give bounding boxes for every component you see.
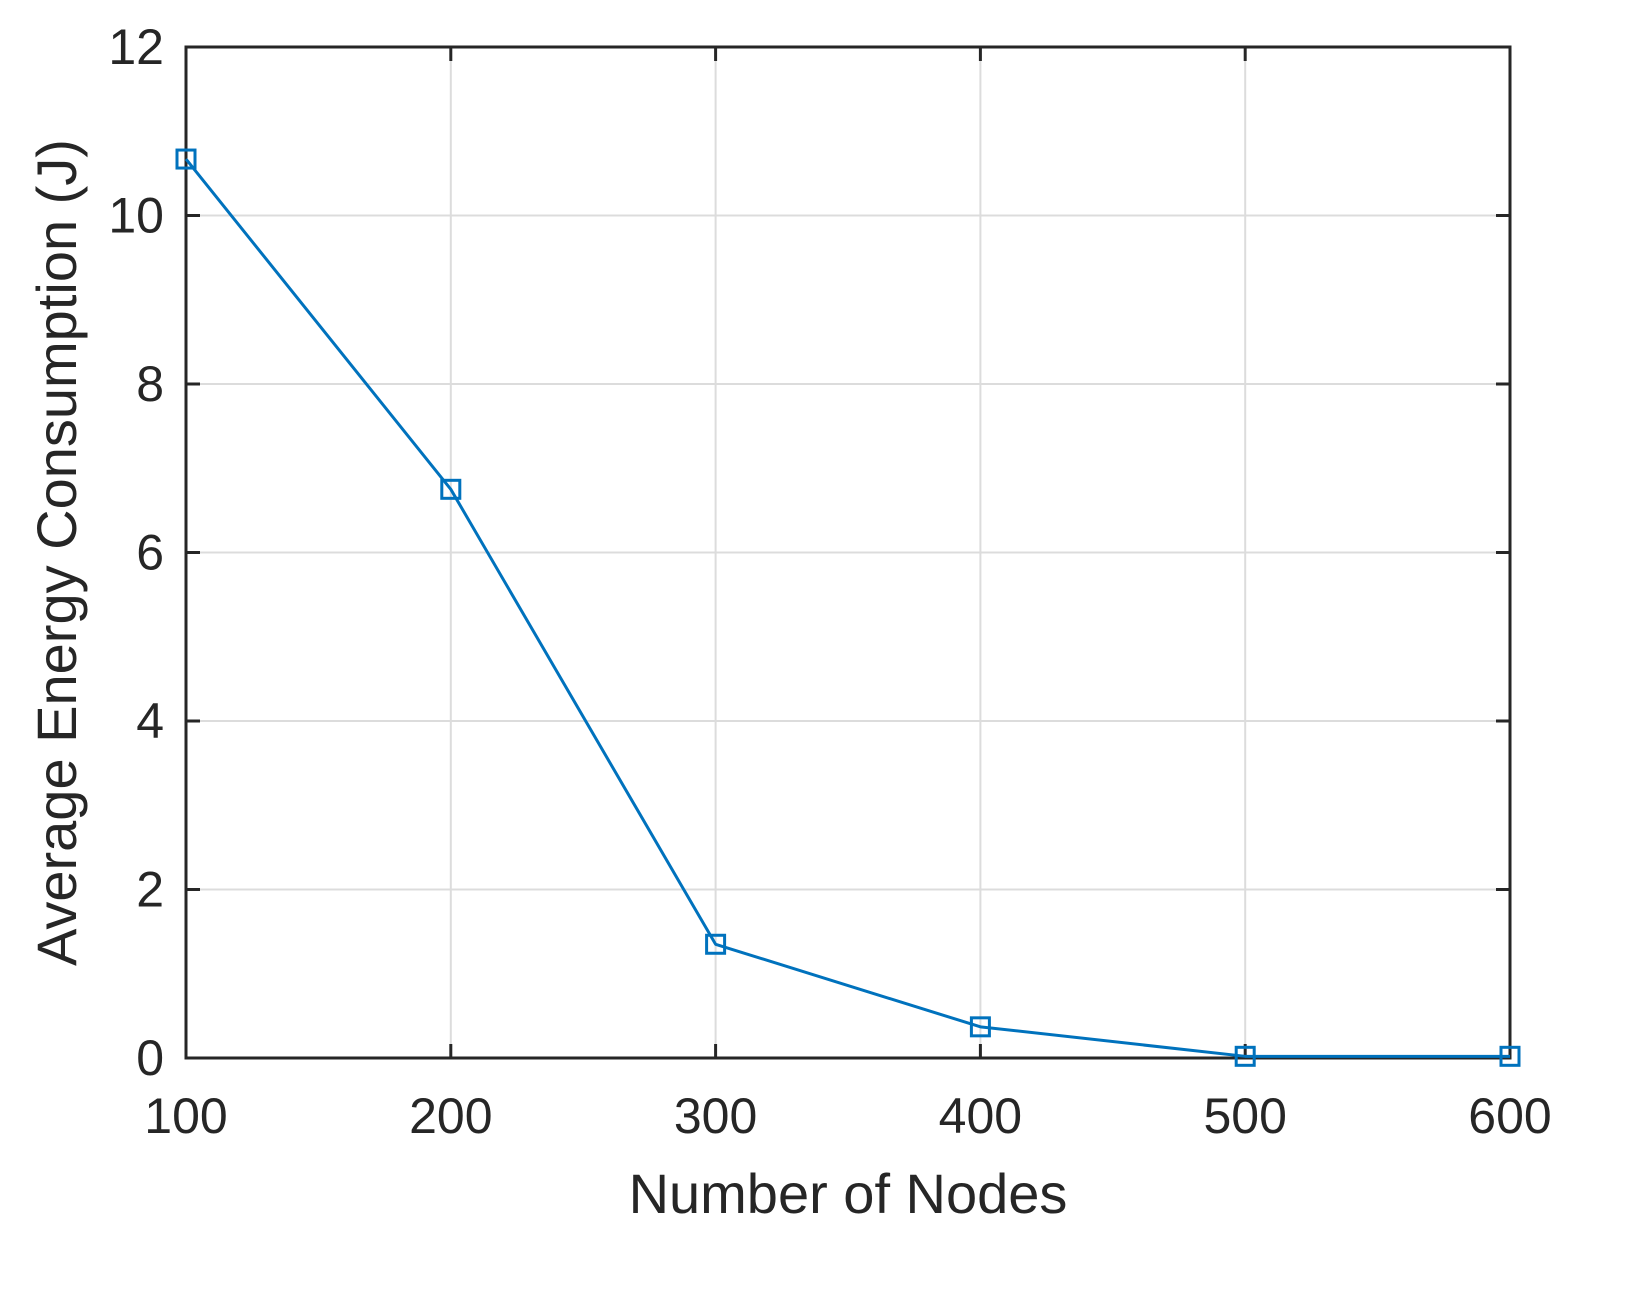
x-axis-title: Number of Nodes (629, 1162, 1068, 1225)
y-tick-label: 10 (108, 188, 164, 244)
data-point-marker (1499, 1045, 1521, 1067)
x-tick-labels: 100 200 300 400 500 600 (144, 1088, 1551, 1144)
x-tick-label: 600 (1468, 1088, 1551, 1144)
x-tick-label: 100 (144, 1088, 227, 1144)
y-tick-label: 4 (136, 693, 164, 749)
data-point-marker (705, 933, 727, 955)
data-point-marker (440, 478, 462, 500)
y-tick-labels: 0 2 4 6 8 10 12 (108, 19, 164, 1086)
y-axis-title: Average Energy Consumption (J) (25, 139, 88, 966)
x-tick-label: 200 (409, 1088, 492, 1144)
data-point-marker (969, 1016, 991, 1038)
plot-frame (184, 45, 1512, 1060)
y-tick-label: 2 (136, 862, 164, 918)
x-tick-label: 300 (674, 1088, 757, 1144)
y-tick-label: 12 (108, 19, 164, 75)
y-tick-label: 8 (136, 356, 164, 412)
data-point-marker (1234, 1045, 1256, 1067)
y-tick-label: 6 (136, 525, 164, 581)
series-line (184, 158, 1510, 1058)
x-tick-label: 500 (1203, 1088, 1286, 1144)
data-point-marker (175, 148, 197, 170)
series-layer (175, 148, 1521, 1067)
x-tick-label: 400 (939, 1088, 1022, 1144)
y-tick-label: 0 (136, 1030, 164, 1086)
